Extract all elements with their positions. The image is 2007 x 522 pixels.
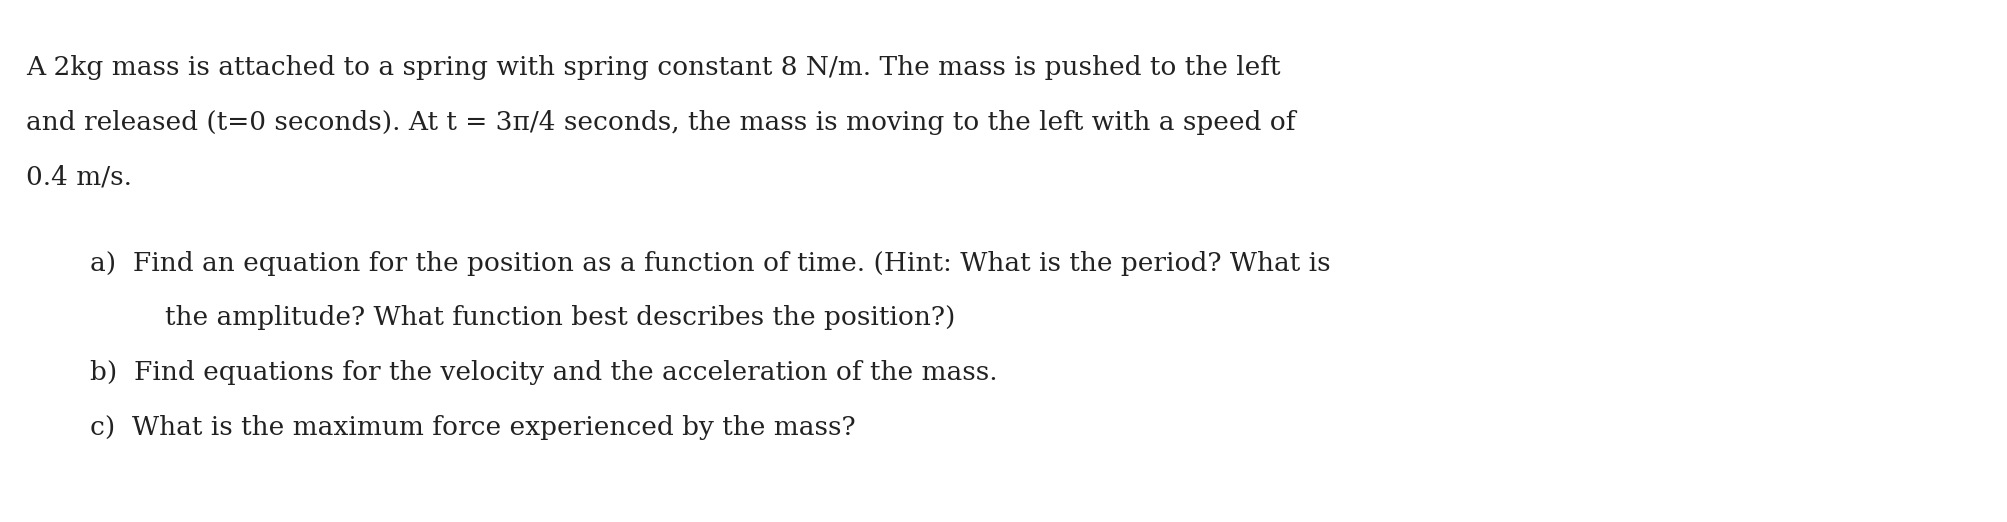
Text: the amplitude? What function best describes the position?): the amplitude? What function best descri… (165, 305, 955, 330)
Text: b)  Find equations for the velocity and the acceleration of the mass.: b) Find equations for the velocity and t… (90, 360, 997, 385)
Text: a)  Find an equation for the position as a function of time. (Hint: What is the : a) Find an equation for the position as … (90, 251, 1331, 276)
Text: c)  What is the maximum force experienced by the mass?: c) What is the maximum force experienced… (90, 415, 855, 440)
Text: 0.4 m/s.: 0.4 m/s. (26, 164, 132, 189)
Text: and released (t=0 seconds). At t = 3π/4 seconds, the mass is moving to the left : and released (t=0 seconds). At t = 3π/4 … (26, 110, 1295, 135)
Text: A 2kg mass is attached to a spring with spring constant 8 N/m. The mass is pushe: A 2kg mass is attached to a spring with … (26, 55, 1280, 80)
